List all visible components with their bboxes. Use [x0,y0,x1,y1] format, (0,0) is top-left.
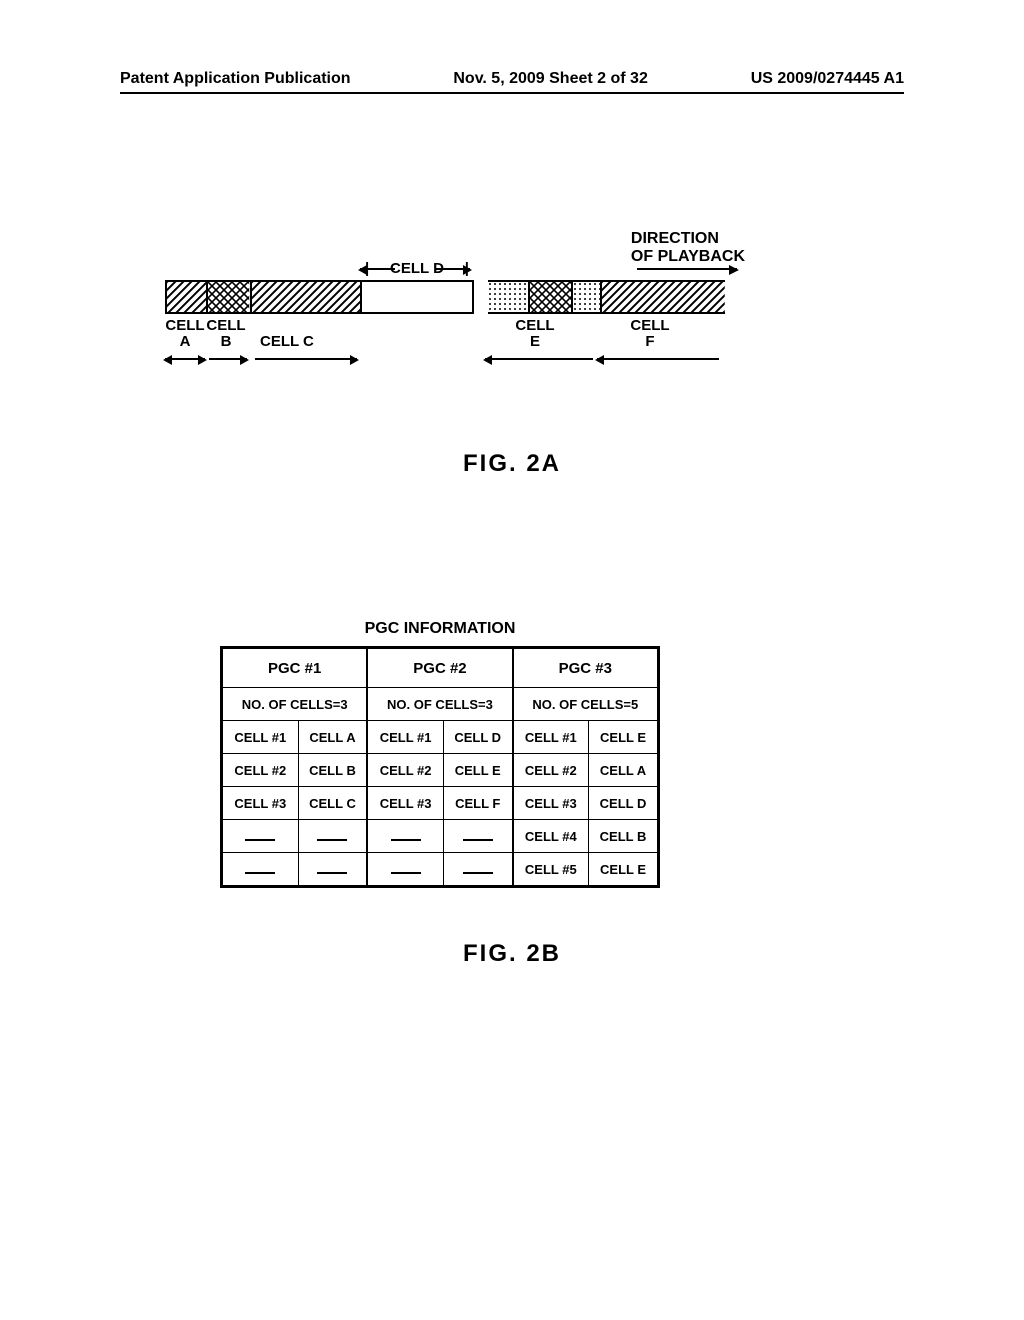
table-cell: CELL C [298,787,367,820]
header-left: Patent Application Publication [120,70,351,88]
strip-segment [573,282,603,312]
pgc1-header: PGC #1 [222,648,368,688]
pgc2-header: PGC #2 [367,648,512,688]
page: Patent Application Publication Nov. 5, 2… [0,0,1024,1320]
pgc3-header: PGC #3 [513,648,659,688]
table-cell: CELL F [443,787,512,820]
strip-segment [474,280,489,314]
table-cell: CELL #3 [222,787,299,820]
cell-b-label: CELLB [205,318,247,350]
strip-segment [602,282,725,312]
pgc3-count: NO. OF CELLS=5 [513,688,659,721]
table-cell [367,820,443,853]
header-right: US 2009/0274445 A1 [751,70,904,88]
table-row: CELL #3CELL CCELL #3CELL FCELL #3CELL D [222,787,659,820]
table-cell: CELL #4 [513,820,589,853]
cell-e-extent-icon [485,358,593,360]
table-cell: CELL #1 [367,721,443,754]
strip-segment [362,282,474,312]
table-cell: CELL B [298,754,367,787]
table-cell [222,853,299,887]
cell-f-extent-icon [597,358,719,360]
table-row: CELL #2CELL BCELL #2CELL ECELL #2CELL A [222,754,659,787]
cell-e-label: CELLE [510,318,560,350]
cell-c-extent-icon [255,358,357,360]
table-cell: CELL D [589,787,659,820]
figure-2b: PGC INFORMATION PGC #1 PGC #2 PGC #3 NO.… [220,620,660,888]
table-cell: CELL #2 [513,754,589,787]
strip-segment [208,282,251,312]
table-cell: CELL B [589,820,659,853]
strip-segment [530,282,573,312]
table-cell [298,820,367,853]
table-row: CELL #5CELL E [222,853,659,887]
table-cell [443,820,512,853]
table-row: NO. OF CELLS=3 NO. OF CELLS=3 NO. OF CEL… [222,688,659,721]
cell-c-label: CELL C [260,334,314,350]
table-cell [222,820,299,853]
table-row: CELL #1CELL ACELL #1CELL DCELL #1CELL E [222,721,659,754]
pgc-table: PGC #1 PGC #2 PGC #3 NO. OF CELLS=3 NO. … [220,646,660,888]
table-cell: CELL #5 [513,853,589,887]
table-cell: CELL #3 [513,787,589,820]
table-cell: CELL #1 [222,721,299,754]
page-header: Patent Application Publication Nov. 5, 2… [120,70,904,94]
cell-a-extent-icon [165,358,205,360]
cell-b-extent-icon [209,358,247,360]
table-cell: CELL D [443,721,512,754]
table-cell [298,853,367,887]
table-cell: CELL #2 [222,754,299,787]
strip-segment [167,282,208,312]
figure-2b-caption: FIG. 2B [0,940,1024,968]
table-cell: CELL E [589,853,659,887]
table-cell: CELL A [298,721,367,754]
pgc-information-title: PGC INFORMATION [220,620,660,638]
table-cell: CELL E [443,754,512,787]
strip-underlabels: CELLA CELLB CELL C CELLE CELLF [165,314,725,374]
table-cell: CELL #3 [367,787,443,820]
direction-of-playback-label: DIRECTION OF PLAYBACK [631,230,745,265]
figure-2a: DIRECTION OF PLAYBACK | CELL D | [165,280,725,374]
cell-f-label: CELLF [625,318,675,350]
pgc1-count: NO. OF CELLS=3 [222,688,368,721]
table-cell: CELL A [589,754,659,787]
header-center: Nov. 5, 2009 Sheet 2 of 32 [453,70,647,88]
table-cell [443,853,512,887]
table-cell: CELL E [589,721,659,754]
cell-a-label: CELLA [165,318,205,350]
table-cell [367,853,443,887]
table-row: PGC #1 PGC #2 PGC #3 [222,648,659,688]
strip-segment [488,282,529,312]
table-cell: CELL #1 [513,721,589,754]
table-row: CELL #4CELL B [222,820,659,853]
table-cell: CELL #2 [367,754,443,787]
strip-segment [252,282,362,312]
pgc2-count: NO. OF CELLS=3 [367,688,512,721]
direction-arrow-icon [637,268,737,270]
figure-2a-caption: FIG. 2A [0,450,1024,478]
playback-strip [165,280,725,314]
